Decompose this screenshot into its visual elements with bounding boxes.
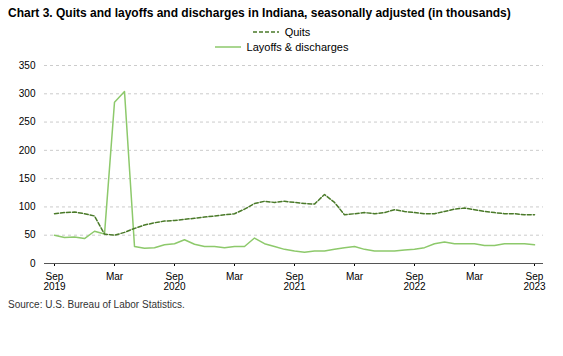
svg-text:Mar: Mar bbox=[226, 271, 244, 282]
svg-text:250: 250 bbox=[19, 116, 36, 127]
svg-text:0: 0 bbox=[30, 258, 36, 269]
svg-text:Sep2023: Sep2023 bbox=[523, 271, 546, 292]
html-text:Layoffs & discharges: Layoffs & discharges bbox=[246, 41, 349, 53]
html-text:Quits: Quits bbox=[284, 26, 311, 38]
svg-text:150: 150 bbox=[19, 173, 36, 184]
svg-text:Sep2020: Sep2020 bbox=[163, 271, 186, 292]
svg-text:Sep2022: Sep2022 bbox=[403, 271, 426, 292]
svg-text:300: 300 bbox=[19, 88, 36, 99]
svg-text:Mar: Mar bbox=[346, 271, 364, 282]
svg-text:Mar: Mar bbox=[466, 271, 484, 282]
svg-text:Mar: Mar bbox=[106, 271, 124, 282]
svg-text:200: 200 bbox=[19, 145, 36, 156]
svg-text:Sep2019: Sep2019 bbox=[43, 271, 66, 292]
svg-text:350: 350 bbox=[19, 60, 36, 71]
svg-text:Sep2021: Sep2021 bbox=[283, 271, 306, 292]
svg-text:100: 100 bbox=[19, 201, 36, 212]
html-text:Chart 3. Quits and layoffs and: Chart 3. Quits and layoffs and discharge… bbox=[8, 6, 511, 20]
svg-text:50: 50 bbox=[24, 229, 36, 240]
html-text:Source: U.S. Bureau of Labor S: Source: U.S. Bureau of Labor Statistics. bbox=[8, 299, 185, 310]
